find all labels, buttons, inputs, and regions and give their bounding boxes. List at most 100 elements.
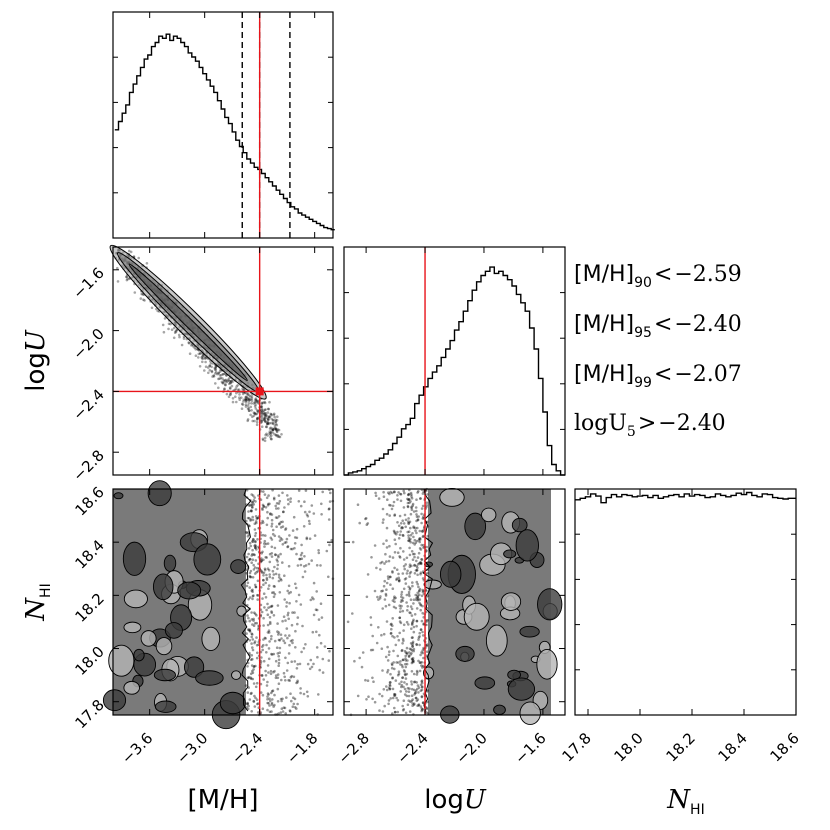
scatter-point <box>381 669 384 672</box>
scatter-point <box>408 611 411 614</box>
scatter-point <box>255 681 259 685</box>
scatter-point <box>418 631 422 635</box>
scatter-point <box>200 356 203 359</box>
scatter-point <box>247 406 251 410</box>
scatter-point <box>403 578 407 581</box>
scatter-point <box>382 688 386 691</box>
scatter-point <box>264 542 268 546</box>
scatter-point <box>383 704 387 708</box>
scatter-point <box>204 357 207 360</box>
scatter-point <box>263 539 267 543</box>
scatter-point <box>245 555 249 559</box>
scatter-point <box>251 515 254 519</box>
scatter-point <box>267 584 271 587</box>
scatter-point <box>252 594 255 597</box>
scatter-point <box>404 662 407 666</box>
scatter-point <box>391 696 395 700</box>
scatter-point <box>383 598 387 601</box>
scatter-point <box>238 398 241 402</box>
scatter-point <box>407 522 410 525</box>
scatter-point <box>411 640 415 644</box>
scatter-point <box>201 355 204 358</box>
x-axis-label-mh: [M/H] <box>187 785 258 815</box>
scatter-point <box>255 517 259 520</box>
scatter-point <box>276 435 280 438</box>
scatter-point <box>271 428 275 432</box>
scatter-point <box>394 606 398 610</box>
scatter-point <box>269 437 273 441</box>
scatter-point <box>399 522 403 525</box>
scatter-point <box>274 422 278 426</box>
scatter-point <box>401 658 405 661</box>
scatter-point <box>283 641 287 645</box>
scatter-point <box>273 432 276 436</box>
scatter-point <box>415 669 419 673</box>
scatter-point <box>280 678 283 682</box>
scatter-point <box>125 275 128 279</box>
scatter-point <box>389 490 392 494</box>
scatter-point <box>248 698 252 701</box>
scatter-point <box>408 710 412 713</box>
scatter-point <box>263 416 266 420</box>
scatter-point <box>275 423 279 427</box>
scatter-point <box>384 552 387 556</box>
scatter-point <box>398 556 402 559</box>
scatter-point <box>277 712 280 715</box>
scatter-point <box>253 622 257 625</box>
scatter-point <box>264 637 267 640</box>
scatter-point <box>227 378 230 381</box>
scatter-point <box>327 518 331 521</box>
scatter-point <box>278 499 282 503</box>
scatter-point <box>317 551 321 555</box>
scatter-point <box>279 552 282 556</box>
scatter-point <box>417 562 420 566</box>
scatter-point <box>409 491 413 495</box>
scatter-point <box>240 407 244 411</box>
scatter-point <box>201 360 204 364</box>
scatter-point <box>282 639 285 642</box>
scatter-point <box>256 516 259 520</box>
scatter-point <box>268 422 271 425</box>
scatter-point <box>242 388 245 392</box>
scatter-point <box>393 710 397 714</box>
scatter-point <box>277 555 280 559</box>
scatter-point <box>225 374 228 377</box>
scatter-point <box>280 699 283 703</box>
scatter-point <box>393 706 396 710</box>
scatter-point <box>391 599 395 602</box>
scatter-point <box>271 431 275 434</box>
scatter-point <box>301 624 304 628</box>
scatter-point <box>269 426 273 430</box>
scatter-point <box>414 593 418 597</box>
y-axis-label-nhi: NHI <box>21 583 54 621</box>
scatter-point <box>385 620 389 623</box>
scatter-point <box>262 579 265 582</box>
scatter-point <box>407 493 410 496</box>
scatter-point <box>250 635 253 639</box>
scatter-point <box>241 403 245 406</box>
scatter-point <box>315 590 319 593</box>
scatter-point <box>410 657 414 661</box>
scatter-point <box>293 660 297 663</box>
scatter-point <box>421 634 425 637</box>
scatter-point <box>407 654 411 658</box>
scatter-point <box>249 658 253 661</box>
scatter-point <box>235 391 238 395</box>
scatter-point <box>406 569 409 573</box>
scatter-point <box>287 592 291 595</box>
scatter-point <box>387 491 390 495</box>
scatter-point <box>251 669 254 673</box>
frame-nhi-hist <box>574 488 797 716</box>
scatter-point <box>268 502 271 506</box>
scatter-point <box>370 556 373 559</box>
scatter-point <box>262 505 266 508</box>
x-tick-label: −2.0 <box>452 729 490 767</box>
scatter-point <box>410 614 414 617</box>
scatter-point <box>387 577 390 580</box>
scatter-point <box>214 368 217 372</box>
scatter-point <box>391 556 395 559</box>
scatter-point <box>180 343 184 347</box>
scatter-point <box>253 641 256 645</box>
scatter-point <box>201 357 205 360</box>
scatter-point <box>310 665 314 669</box>
